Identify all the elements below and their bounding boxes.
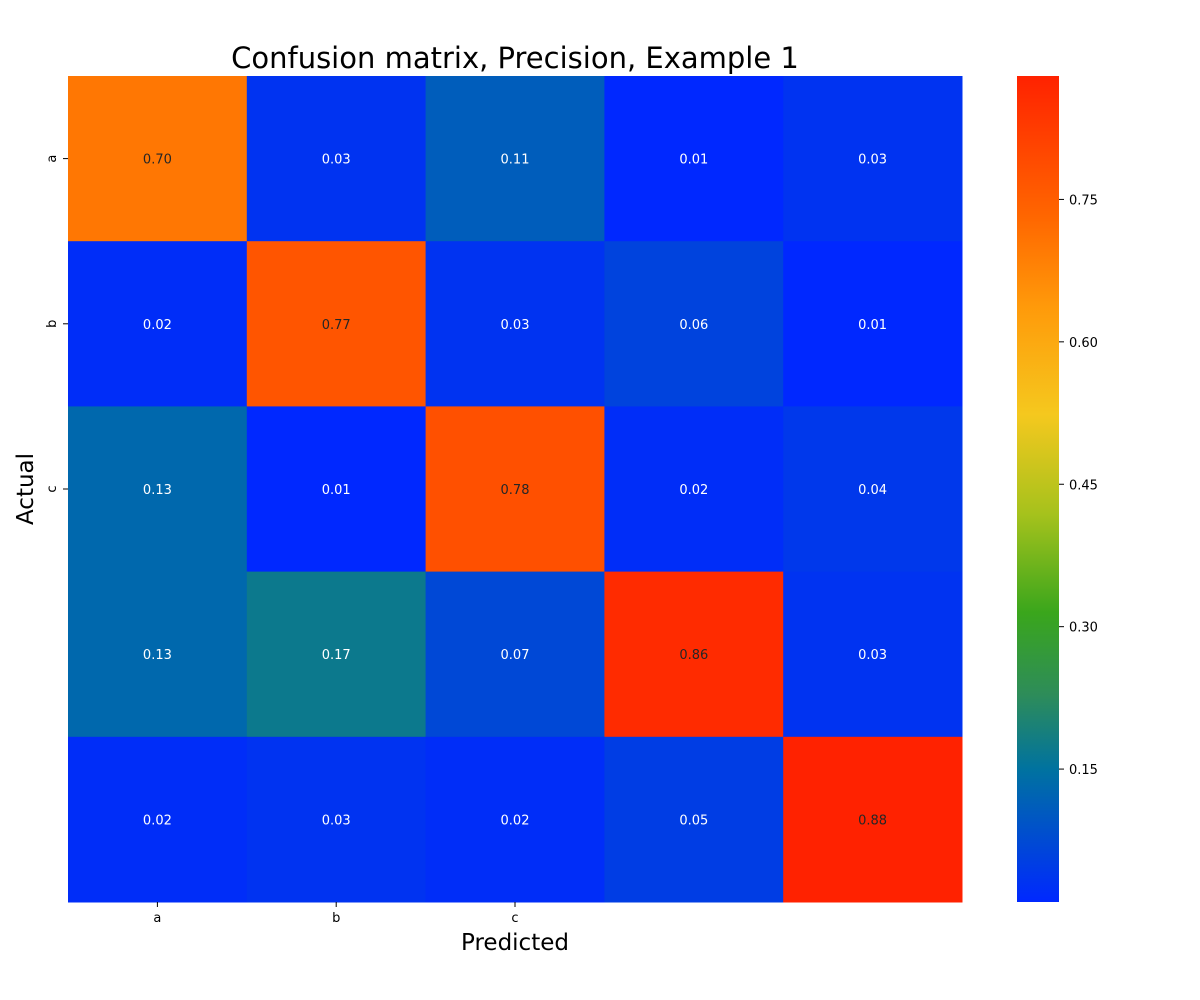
colorbar-tick-label: 0.15	[1069, 763, 1098, 778]
cell-value-label: 0.78	[501, 483, 530, 498]
cell-value-label: 0.02	[143, 813, 172, 828]
heatmap-cell	[604, 406, 784, 573]
heatmap-cell	[604, 241, 784, 407]
heatmap-cell	[68, 76, 248, 242]
x-tick-label: b	[332, 911, 340, 926]
x-tick-label: a	[153, 911, 161, 926]
heatmap-cell	[68, 406, 248, 573]
cell-value-label: 0.03	[501, 318, 530, 333]
cell-value-label: 0.03	[858, 153, 887, 168]
heatmap-cell	[425, 406, 605, 573]
heatmap-cell	[246, 406, 427, 573]
cell-value-label: 0.04	[858, 483, 887, 498]
y-tick-label: a	[45, 155, 60, 163]
cell-value-label: 0.01	[322, 483, 351, 498]
heatmap-cell	[68, 571, 248, 738]
cell-value-label: 0.88	[858, 813, 887, 828]
heatmap-cell	[68, 736, 248, 903]
cell-value-label: 0.05	[679, 813, 708, 828]
heatmap-cell	[783, 406, 963, 573]
heatmap-cell	[425, 76, 605, 242]
cell-value-label: 0.70	[143, 153, 172, 168]
cell-value-label: 0.02	[679, 483, 708, 498]
colorbar-tick-label: 0.30	[1069, 621, 1098, 636]
cell-value-label: 0.77	[322, 318, 351, 333]
cell-value-label: 0.17	[322, 648, 351, 663]
y-tick-label: b	[45, 320, 60, 328]
heatmap-cell	[604, 571, 784, 738]
cell-value-label: 0.03	[858, 648, 887, 663]
x-axis-ticks: a b c	[153, 902, 519, 926]
y-axis-ticks: a b c	[45, 155, 68, 493]
heatmap-cell	[783, 241, 963, 407]
colorbar-tick-label: 0.75	[1069, 193, 1098, 208]
heatmap-cell	[783, 76, 963, 242]
cell-value-label: 0.06	[679, 318, 708, 333]
y-axis-label: Actual	[13, 453, 39, 525]
colorbar-ticks: 0.15 0.30 0.45 0.60 0.75	[1059, 193, 1098, 778]
colorbar-tick-label: 0.60	[1069, 336, 1098, 351]
heatmap-cell	[246, 76, 427, 242]
heatmap-cell	[783, 571, 963, 738]
chart-title: Confusion matrix, Precision, Example 1	[231, 41, 799, 75]
cell-value-label: 0.07	[501, 648, 530, 663]
cell-value-label: 0.02	[501, 813, 530, 828]
heatmap-cell	[425, 571, 605, 738]
cell-value-label: 0.03	[322, 153, 351, 168]
cell-value-label: 0.86	[679, 648, 708, 663]
colorbar	[1017, 76, 1059, 902]
cell-value-label: 0.02	[143, 318, 172, 333]
cell-value-label: 0.01	[679, 153, 708, 168]
heatmap-cell	[246, 571, 427, 738]
heatmap-cell	[425, 736, 605, 903]
heatmap-cells: 0.70 0.03 0.11 0.01 0.03 0.02 0.77 0.03 0.06 0.01…	[68, 76, 963, 903]
cell-value-label: 0.03	[322, 813, 351, 828]
y-tick-label: c	[45, 485, 60, 492]
x-tick-label: c	[511, 911, 518, 926]
heatmap-cell	[425, 241, 605, 407]
x-axis-label: Predicted	[461, 930, 569, 956]
heatmap-cell	[604, 76, 784, 242]
colorbar-tick-label: 0.45	[1069, 478, 1098, 493]
cell-value-label: 0.11	[501, 153, 530, 168]
cell-value-label: 0.13	[143, 483, 172, 498]
heatmap-cell	[604, 736, 784, 903]
cell-value-label: 0.13	[143, 648, 172, 663]
cell-value-label: 0.01	[858, 318, 887, 333]
heatmap-cell	[783, 736, 963, 903]
heatmap-cell	[246, 736, 427, 903]
heatmap-cell	[246, 241, 427, 407]
heatmap-cell	[68, 241, 248, 407]
